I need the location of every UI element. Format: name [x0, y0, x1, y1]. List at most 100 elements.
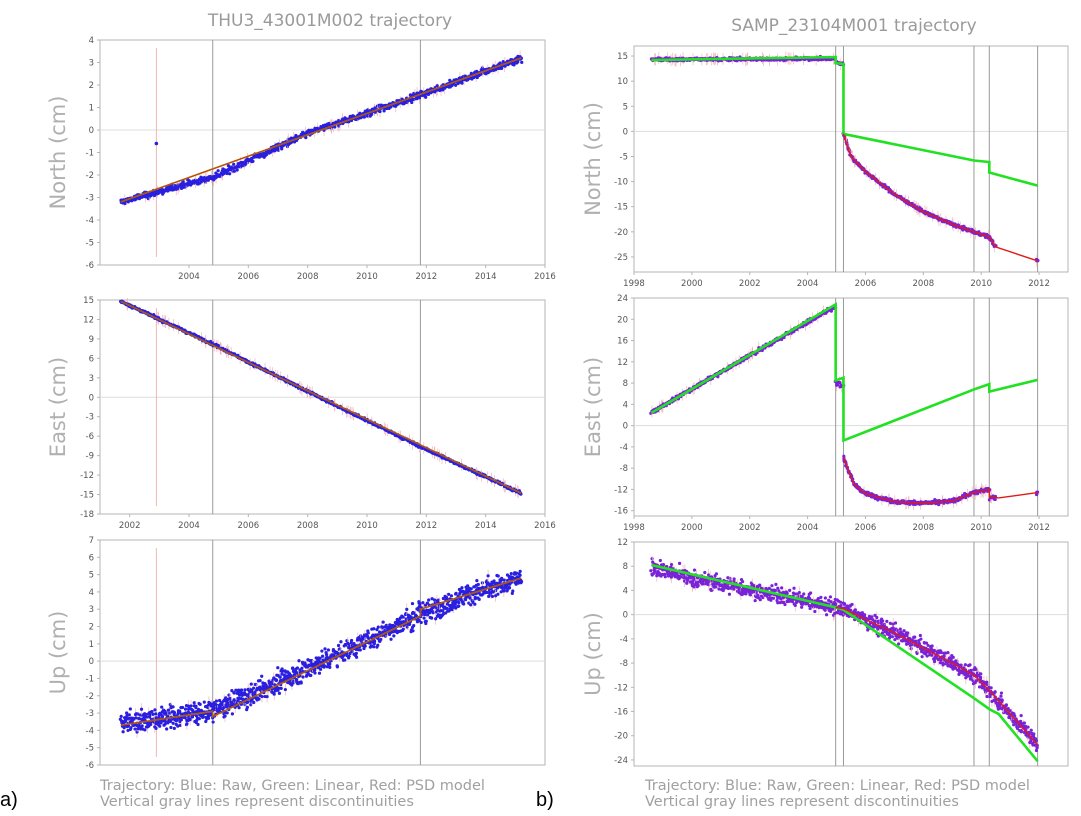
y-tick-label: 3: [89, 605, 94, 615]
y-tick-label: -5: [86, 744, 94, 754]
raw-point: [355, 656, 358, 659]
raw-point: [431, 611, 434, 614]
raw-point: [445, 607, 448, 610]
y-tick-label: -4: [86, 216, 94, 226]
raw-point: [392, 634, 395, 637]
raw-point: [184, 708, 187, 711]
raw-point: [198, 717, 201, 720]
raw-point: [319, 668, 322, 671]
raw-point: [169, 726, 172, 729]
raw-point: [473, 603, 476, 606]
raw-point: [217, 169, 220, 172]
raw-point: [129, 707, 132, 710]
y-tick-label: -3: [86, 194, 94, 204]
x-tick-label: 2002: [739, 523, 761, 533]
raw-point: [318, 672, 321, 675]
y-axis-label: North (cm): [581, 102, 605, 216]
raw-point: [233, 691, 236, 694]
x-tick-label: 2006: [855, 523, 877, 533]
y-axis-label: East (cm): [46, 357, 70, 457]
y-tick-label: -9: [86, 452, 94, 462]
raw-point: [455, 592, 458, 595]
y-tick-label: 5: [623, 102, 628, 112]
raw-point: [158, 725, 161, 728]
raw-point: [322, 666, 325, 669]
raw-point: [181, 706, 184, 709]
raw-point: [252, 687, 255, 690]
raw-point: [250, 683, 253, 686]
raw-point: [511, 589, 514, 592]
y-tick-label: 4: [623, 400, 628, 410]
y-tick-label: -20: [614, 228, 628, 238]
raw-point: [363, 115, 366, 118]
y-tick-label: 1: [89, 640, 94, 650]
x-tick-label: 1998: [623, 523, 645, 533]
x-tick-label: 2004: [797, 279, 819, 289]
raw-point: [503, 579, 506, 582]
x-tick-label: 2010: [970, 523, 992, 533]
raw-point: [280, 147, 283, 150]
raw-point: [133, 727, 136, 730]
raw-point: [154, 712, 157, 715]
outlier-point: [155, 142, 159, 146]
raw-point: [323, 647, 326, 650]
y-tick-label: -18: [80, 510, 94, 520]
raw-point: [337, 644, 340, 647]
x-tick-label: 2006: [238, 521, 260, 531]
raw-point: [279, 675, 282, 678]
raw-point: [243, 688, 246, 691]
raw-point: [141, 724, 144, 727]
raw-point: [405, 608, 408, 611]
raw-point: [232, 163, 235, 166]
y-tick-label: -2: [86, 171, 94, 181]
raw-point: [372, 627, 375, 630]
y-tick-label: -4: [620, 443, 628, 453]
y-tick-label: 12: [617, 358, 628, 368]
x-tick-label: 2004: [178, 272, 200, 282]
raw-point: [516, 60, 519, 63]
x-tick-label: 2000: [681, 523, 703, 533]
raw-point: [497, 574, 500, 577]
y-tick-label: 4: [89, 588, 94, 598]
raw-point: [171, 705, 174, 708]
raw-point: [519, 570, 522, 573]
y-tick-label: -16: [614, 507, 628, 517]
raw-point: [364, 644, 367, 647]
plot-frame: [100, 300, 545, 514]
y-tick-label: 4: [89, 36, 94, 46]
x-tick-label: 2016: [534, 272, 556, 282]
y-tick-label: -5: [620, 152, 628, 162]
y-tick-label: 0: [623, 422, 628, 432]
raw-point: [436, 84, 439, 87]
raw-point: [291, 666, 294, 669]
x-tick-label: 2012: [416, 272, 438, 282]
y-tick-label: 24: [617, 294, 628, 304]
y-tick-label: 9: [89, 335, 94, 345]
raw-point: [492, 579, 495, 582]
y-tick-label: -15: [614, 203, 628, 213]
raw-point: [491, 595, 494, 598]
y-tick-label: -2: [86, 692, 94, 702]
y-tick-label: 3: [89, 59, 94, 69]
raw-point: [231, 712, 234, 715]
raw-point: [164, 723, 167, 726]
raw-point: [382, 621, 385, 624]
y-tick-label: -15: [80, 491, 94, 501]
y-tick-label: -3: [86, 413, 94, 423]
raw-point: [339, 640, 342, 643]
raw-point: [350, 639, 353, 642]
x-tick-label: 2008: [913, 279, 935, 289]
raw-point: [189, 704, 192, 707]
raw-point: [510, 572, 513, 575]
raw-point: [470, 587, 473, 590]
raw-point: [301, 675, 304, 678]
raw-point: [462, 602, 465, 605]
raw-point: [427, 598, 430, 601]
raw-point: [257, 697, 260, 700]
raw-point: [194, 705, 197, 708]
y-axis-label: Up (cm): [46, 611, 70, 695]
raw-point: [318, 657, 321, 660]
raw-point: [276, 666, 279, 669]
raw-point: [145, 715, 148, 718]
